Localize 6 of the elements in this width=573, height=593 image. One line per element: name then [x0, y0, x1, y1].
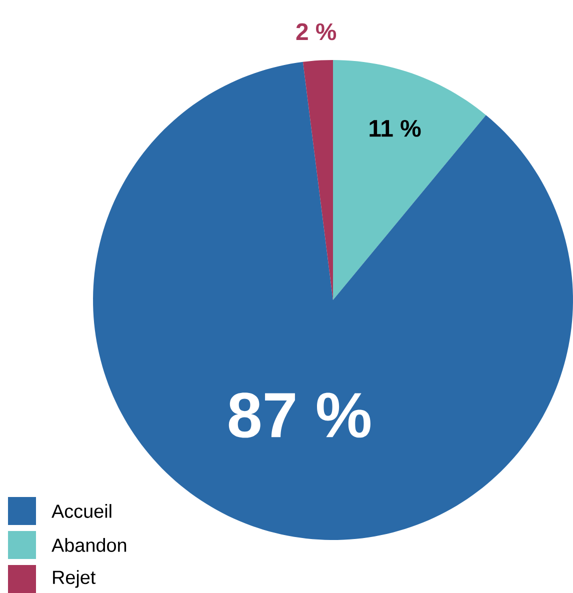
data-label: 11 % — [370, 120, 421, 137]
legend-label: Rejet — [53, 570, 96, 588]
data-label: 87 % — [228, 392, 370, 438]
data-label: 2 % — [296, 23, 336, 40]
legend-label: Abandon — [52, 538, 126, 552]
legend-label: Accueil — [52, 504, 112, 518]
